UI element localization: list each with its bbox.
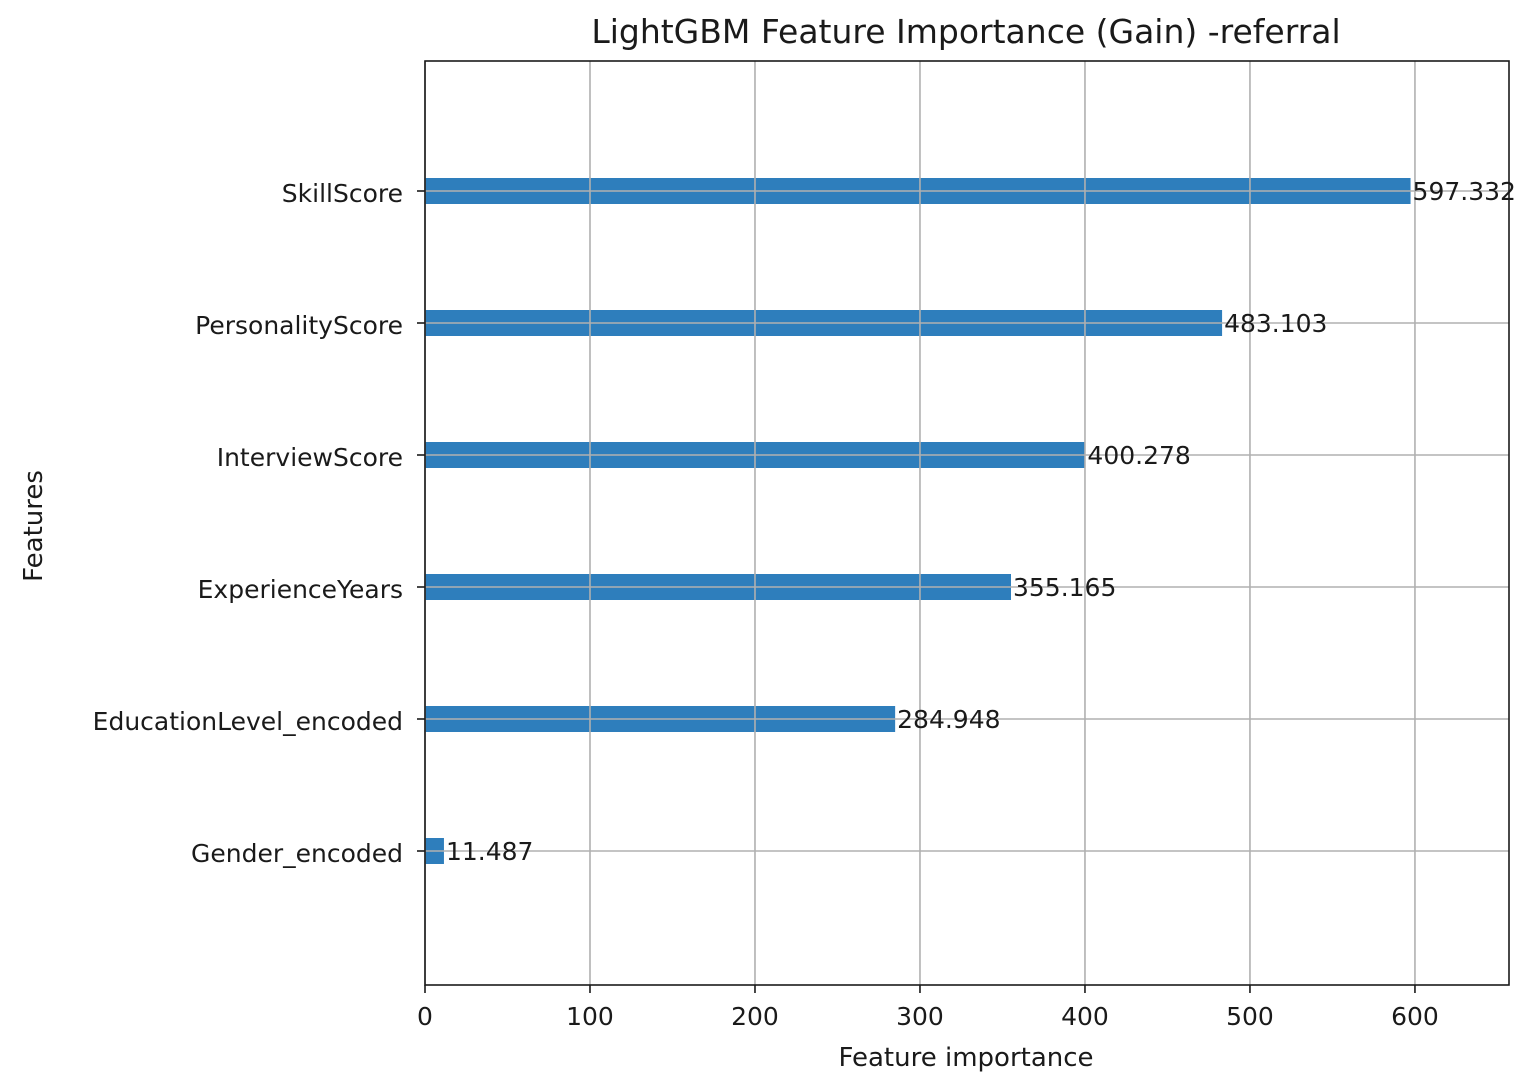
- bar-value-label: 284.948: [897, 705, 1000, 734]
- x-tick-label: 300: [896, 1002, 944, 1031]
- plot-frame: [424, 60, 1510, 986]
- bar-value-label: 483.103: [1224, 309, 1327, 338]
- bars: [425, 178, 1411, 864]
- x-tick-label: 100: [566, 1002, 614, 1031]
- bar-value-label: 597.332: [1413, 177, 1516, 206]
- y-tick-label: ExperienceYears: [198, 575, 403, 604]
- y-tick-label: EducationLevel_encoded: [93, 707, 403, 736]
- y-tick-label: SkillScore: [282, 179, 403, 208]
- y-tick-label: PersonalityScore: [195, 311, 403, 340]
- y-tick-label: Gender_encoded: [191, 839, 403, 868]
- x-tick-label: 600: [1391, 1002, 1439, 1031]
- x-tick-label: 400: [1061, 1002, 1109, 1031]
- y-tick-label: InterviewScore: [217, 443, 403, 472]
- y-axis-label: Features: [19, 470, 49, 582]
- data-labels: 597.332 483.103 400.278 355.165 284.948 11.48…: [446, 177, 1516, 866]
- chart-title: LightGBM Feature Importance (Gain) -refe…: [591, 12, 1340, 51]
- bar-value-label: 11.487: [446, 837, 533, 866]
- x-tick-label: 500: [1226, 1002, 1274, 1031]
- x-tick-label: 200: [731, 1002, 779, 1031]
- bar-value-label: 400.278: [1087, 441, 1190, 470]
- ticks: 0 100 200 300 400 500 600 SkillScore Personality…: [93, 179, 1439, 1031]
- x-axis-label: Feature importance: [838, 1043, 1093, 1073]
- bar-value-label: 355.165: [1013, 573, 1116, 602]
- x-tick-label: 0: [417, 1002, 433, 1031]
